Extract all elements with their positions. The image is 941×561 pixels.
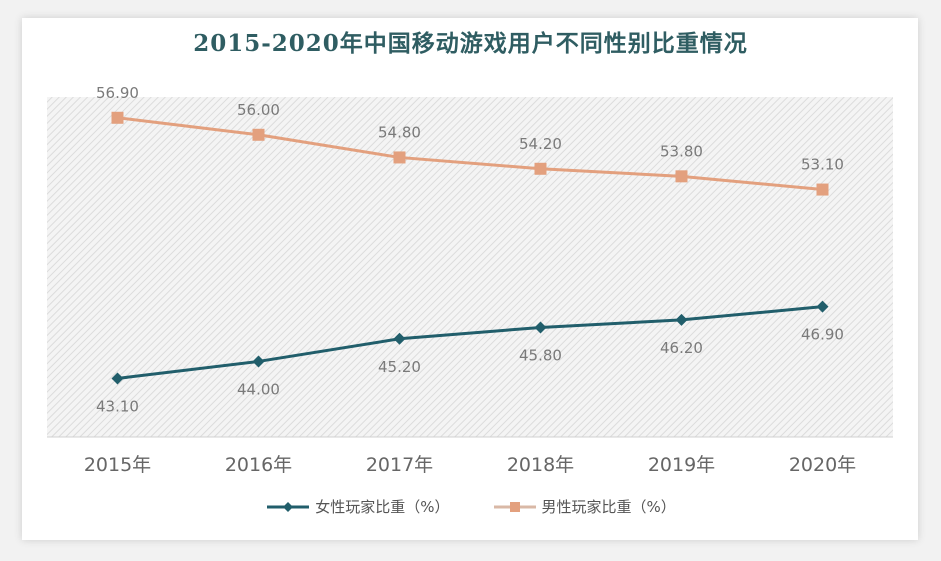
data-point[interactable] xyxy=(111,372,124,385)
data-label: 54.80 xyxy=(378,123,421,141)
data-point[interactable] xyxy=(534,162,547,175)
legend-male-marker-icon xyxy=(493,501,536,512)
data-label: 43.10 xyxy=(96,397,139,415)
x-tick-label: 2019年 xyxy=(648,454,715,476)
series-female: 43.10 44.00 45.20 45.80 46.20 46.90 xyxy=(96,300,844,415)
data-point[interactable] xyxy=(816,300,829,313)
data-label: 44.00 xyxy=(237,380,280,398)
data-label: 54.20 xyxy=(519,135,562,153)
series-line xyxy=(117,116,823,192)
data-point[interactable] xyxy=(393,151,406,164)
legend-item-female[interactable]: 女性玩家比重（%） xyxy=(265,496,450,517)
data-point[interactable] xyxy=(111,111,124,124)
x-tick-label: 2020年 xyxy=(789,454,856,476)
data-point[interactable] xyxy=(675,313,688,326)
x-tick-label: 2017年 xyxy=(366,454,433,476)
data-label: 53.10 xyxy=(801,156,844,174)
x-tick-label: 2016年 xyxy=(225,454,292,476)
data-label: 56.00 xyxy=(237,101,280,119)
data-label: 46.90 xyxy=(801,326,844,344)
legend-female-marker-icon xyxy=(267,501,310,512)
data-point[interactable] xyxy=(534,321,547,334)
data-label: 53.80 xyxy=(660,142,703,160)
data-label: 46.20 xyxy=(660,339,703,357)
data-label: 56.90 xyxy=(96,84,139,102)
series-line xyxy=(117,305,823,380)
plot-area xyxy=(47,97,893,437)
legend: 女性玩家比重（%） 男性玩家比重（%） xyxy=(0,496,941,517)
x-tick-label: 2018年 xyxy=(507,454,574,476)
x-tick-label: 2015年 xyxy=(84,454,151,476)
data-point[interactable] xyxy=(252,355,265,368)
data-point[interactable] xyxy=(675,170,688,183)
legend-male-label: 男性玩家比重（%） xyxy=(541,498,676,516)
legend-female-label: 女性玩家比重（%） xyxy=(315,498,450,516)
legend-item-male[interactable]: 男性玩家比重（%） xyxy=(492,496,676,517)
data-point[interactable] xyxy=(252,128,265,141)
data-point[interactable] xyxy=(816,183,829,196)
data-label: 45.20 xyxy=(378,358,421,376)
data-label: 45.80 xyxy=(519,346,562,364)
data-point[interactable] xyxy=(393,332,406,345)
chart-title: 2015-2020年中国移动游戏用户不同性别比重情况 xyxy=(193,30,748,57)
series-male: 56.90 56.00 54.80 54.20 53.80 53.10 xyxy=(96,84,844,196)
